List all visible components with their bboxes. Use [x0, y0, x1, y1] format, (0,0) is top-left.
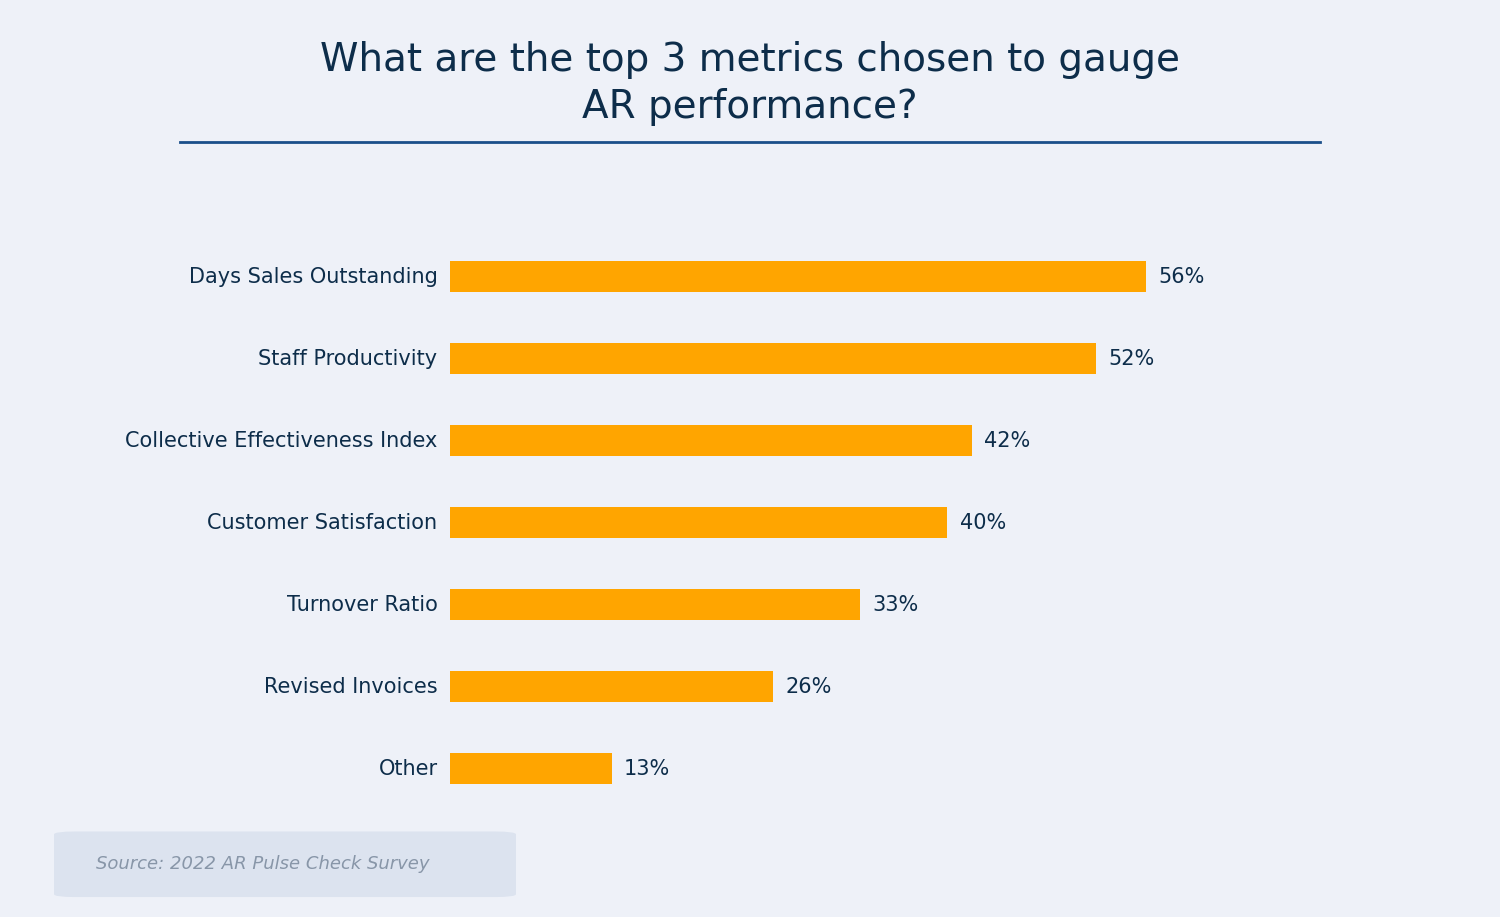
Text: Source: 2022 AR Pulse Check Survey: Source: 2022 AR Pulse Check Survey	[96, 856, 429, 873]
Text: Days Sales Outstanding: Days Sales Outstanding	[189, 267, 438, 286]
Text: What are the top 3 metrics chosen to gauge
AR performance?: What are the top 3 metrics chosen to gau…	[320, 41, 1180, 127]
Text: Turnover Ratio: Turnover Ratio	[286, 595, 438, 614]
Bar	[450, 507, 946, 538]
Bar	[450, 343, 1096, 374]
Text: Collective Effectiveness Index: Collective Effectiveness Index	[124, 431, 438, 450]
Text: 33%: 33%	[873, 595, 919, 614]
Text: 13%: 13%	[624, 759, 670, 779]
Text: Staff Productivity: Staff Productivity	[258, 348, 438, 369]
Text: Revised Invoices: Revised Invoices	[264, 677, 438, 697]
Text: 26%: 26%	[786, 677, 832, 697]
Bar	[450, 589, 860, 620]
Text: 40%: 40%	[960, 513, 1006, 533]
Bar	[450, 261, 1146, 293]
Bar	[450, 671, 772, 702]
Text: Other: Other	[378, 759, 438, 779]
Text: 52%: 52%	[1108, 348, 1155, 369]
FancyBboxPatch shape	[54, 832, 516, 897]
Text: 42%: 42%	[984, 431, 1030, 450]
Text: Customer Satisfaction: Customer Satisfaction	[207, 513, 438, 533]
Bar	[450, 753, 612, 784]
Bar	[450, 425, 972, 457]
Text: 56%: 56%	[1158, 267, 1204, 286]
